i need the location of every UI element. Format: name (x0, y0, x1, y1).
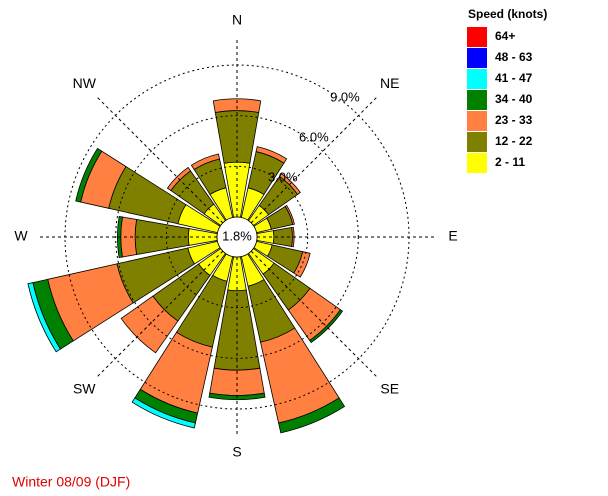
direction-label: SE (380, 380, 399, 396)
direction-label: E (448, 228, 457, 244)
legend-label: 23 - 33 (495, 113, 533, 127)
wind-sector (278, 397, 346, 434)
calm-circle (216, 216, 258, 258)
legend-title: Speed (knots) (468, 7, 547, 21)
grid-ring (115, 115, 359, 359)
ring-label: 9.0% (330, 89, 360, 104)
wind-sector (255, 146, 288, 164)
legend-label: 41 - 47 (495, 71, 533, 85)
direction-axis (95, 250, 224, 379)
direction-label: NE (380, 75, 399, 91)
direction-axis (250, 95, 379, 224)
legend-swatch (467, 132, 487, 152)
wind-sector (75, 147, 103, 203)
legend-swatch (467, 48, 487, 68)
wind-sector (131, 397, 196, 429)
direction-label: NW (73, 75, 97, 91)
direction-label: SW (73, 380, 96, 396)
legend-swatch (467, 111, 487, 131)
legend-swatch (467, 27, 487, 47)
wind-sector (27, 282, 61, 353)
direction-label: W (14, 228, 28, 244)
wind-sector (212, 98, 262, 113)
legend-label: 12 - 22 (495, 134, 533, 148)
legend-label: 64+ (495, 29, 515, 43)
direction-axis (250, 250, 379, 379)
direction-label: N (232, 12, 242, 28)
legend-label: 2 - 11 (495, 155, 525, 169)
legend-swatch (467, 69, 487, 89)
direction-axis (95, 95, 224, 224)
calm-label: 1.8% (222, 228, 252, 243)
legend-label: 48 - 63 (495, 50, 533, 64)
wind-sector (190, 153, 221, 171)
legend-swatch (467, 153, 487, 173)
ring-label: 3.0% (268, 169, 298, 184)
footer: Winter 08/09 (DJF) (12, 474, 130, 490)
ring-label: 6.0% (299, 129, 329, 144)
wind-sector (284, 204, 295, 226)
direction-label: S (232, 444, 241, 460)
wind-sector (293, 251, 311, 278)
legend-swatch (467, 90, 487, 110)
legend-label: 34 - 40 (495, 92, 533, 106)
wind-sector (309, 309, 344, 344)
wind-sector (291, 226, 295, 248)
wind-sector (120, 216, 138, 258)
